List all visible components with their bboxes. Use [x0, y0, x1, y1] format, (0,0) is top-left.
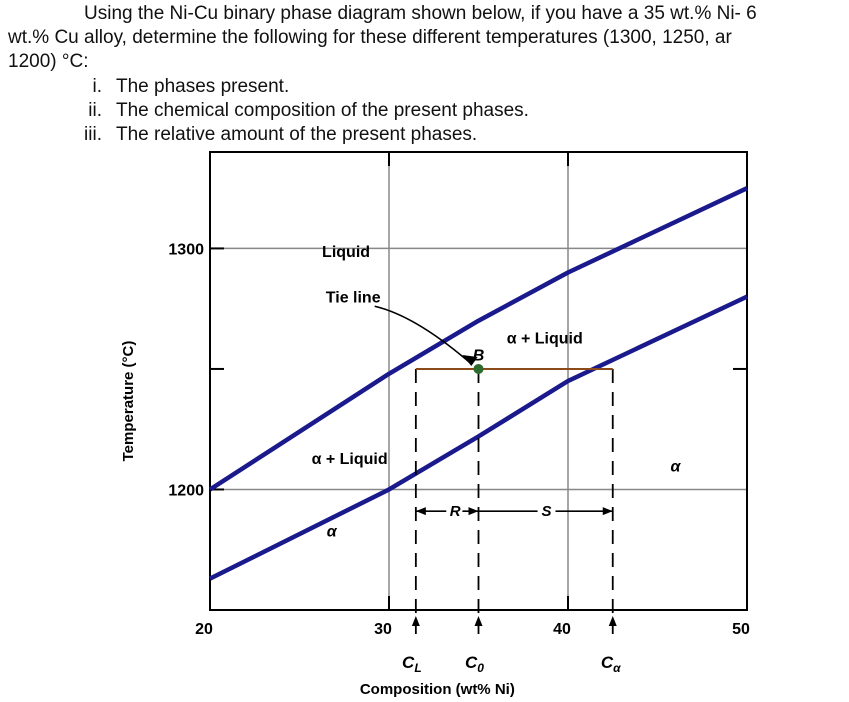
region-label-alpha-left: α [327, 523, 338, 540]
tie-line-leader [374, 305, 472, 365]
tie-line-label: Tie line [326, 290, 381, 307]
tie-line-leader-arrow [462, 354, 478, 366]
x-axis-label: Composition (wt% Ni) [360, 681, 515, 698]
drop-arrow [608, 616, 617, 626]
question-item-text: The relative amount of the present phase… [116, 124, 478, 145]
question-item: ii. The chemical composition of the prese… [62, 100, 529, 122]
question-item-text: The chemical composition of the present … [116, 100, 529, 121]
question-line-2: wt.% Cu alloy, determine the following f… [8, 27, 732, 48]
y-tick-label: 1300 [168, 241, 204, 258]
y-tick-label: 1200 [168, 482, 204, 499]
question-item: iii. The relative amount of the present p… [62, 124, 477, 146]
composition-label-cl: CL [402, 653, 422, 675]
composition-label-co: C0 [465, 653, 484, 675]
region-label-alpha-right: α [670, 458, 681, 475]
question-item-number: iii. [84, 124, 102, 145]
question-item: i. The phases present. [62, 76, 290, 98]
lever-s-arrow-right [602, 507, 613, 516]
co-main: C [465, 653, 478, 672]
tie-line-group [374, 305, 613, 516]
lever-r-arrow-left [415, 507, 426, 516]
region-label-alpha-liquid-upper: α + Liquid [507, 331, 583, 348]
phase-diagram: 20 30 40 50 1200 1300 Temperature (°C) Compos… [120, 151, 750, 698]
drop-arrow [411, 616, 420, 626]
region-label-alpha-liquid-lower: α + Liquid [312, 451, 388, 468]
composition-drop-lines [411, 368, 617, 634]
y-axis-label: Temperature (°C) [120, 341, 137, 462]
x-tick-label: 30 [374, 621, 392, 638]
question-line-3: 1200) °C: [8, 51, 89, 72]
ca-subscript: α [613, 661, 621, 675]
liquidus-line [208, 186, 748, 492]
cl-subscript: L [414, 661, 421, 675]
x-tick-label: 50 [732, 621, 750, 638]
lever-label-s: S [542, 503, 552, 520]
drop-arrow [474, 616, 483, 626]
axis-ticks: 20 30 40 50 1200 1300 [168, 152, 750, 638]
question-item-number: i. [92, 76, 103, 97]
point-b-marker [473, 363, 484, 374]
x-tick-label: 40 [553, 621, 571, 638]
question-item-text: The phases present. [116, 76, 290, 97]
cl-main: C [402, 653, 415, 672]
co-subscript: 0 [477, 661, 484, 675]
ca-main: C [601, 653, 614, 672]
region-label-liquid: Liquid [322, 244, 370, 261]
x-tick-label: 20 [195, 621, 213, 638]
question-line-1: Using the Ni-Cu binary phase diagram sho… [84, 3, 757, 24]
point-label-b: B [473, 347, 485, 364]
phase-boundaries [208, 186, 748, 581]
lever-r-arrow-right [468, 507, 479, 516]
question-item-number: ii. [88, 100, 102, 121]
solidus-line [208, 294, 748, 581]
composition-label-ca: Cα [601, 653, 621, 675]
lever-label-r: R [450, 503, 461, 520]
